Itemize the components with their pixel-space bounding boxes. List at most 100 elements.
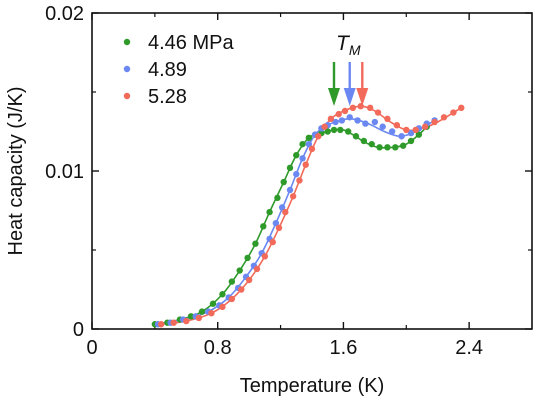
data-point-series-1 bbox=[278, 204, 286, 211]
y-tick-label: 0 bbox=[73, 319, 84, 341]
data-point-series-0 bbox=[415, 131, 423, 138]
data-point-series-2 bbox=[289, 193, 297, 200]
fit-curve-series-0 bbox=[154, 126, 428, 326]
data-point-series-2 bbox=[228, 295, 236, 303]
data-point-series-1 bbox=[338, 117, 346, 124]
data-point-series-1 bbox=[346, 114, 353, 121]
data-point-series-0 bbox=[293, 152, 300, 159]
y-axis-ticks: 0 0.01 0.02 bbox=[45, 3, 532, 341]
data-point-series-1 bbox=[305, 140, 313, 148]
data-point-series-2 bbox=[157, 321, 165, 328]
data-point-series-1 bbox=[388, 128, 396, 135]
data-point-series-0 bbox=[344, 128, 352, 135]
legend: 4.46 MPa 4.89 5.28 bbox=[123, 32, 234, 108]
data-point-series-2 bbox=[183, 317, 190, 325]
data-point-series-2 bbox=[335, 110, 342, 118]
y-axis-label: Heat capacity (J/K) bbox=[5, 87, 27, 256]
data-point-series-0 bbox=[274, 194, 281, 202]
data-point-series-2 bbox=[458, 104, 465, 112]
data-point-series-0 bbox=[299, 140, 306, 148]
x-tick-label: 1.6 bbox=[330, 337, 358, 359]
legend-label-series-2: 5.28 bbox=[148, 86, 187, 108]
legend-marker-series-2 bbox=[123, 92, 131, 100]
data-point-series-0 bbox=[266, 208, 273, 216]
data-point-series-0 bbox=[407, 137, 415, 145]
data-point-series-2 bbox=[308, 145, 316, 153]
data-point-series-2 bbox=[403, 126, 410, 134]
transition-arrows bbox=[328, 62, 369, 106]
data-point-series-1 bbox=[371, 118, 379, 126]
data-point-series-2 bbox=[253, 265, 261, 273]
data-point-series-1 bbox=[332, 118, 339, 126]
legend-marker-series-1 bbox=[123, 65, 131, 73]
data-point-series-2 bbox=[384, 115, 391, 123]
data-point-series-2 bbox=[261, 253, 269, 260]
data-point-series-0 bbox=[252, 240, 259, 247]
data-point-series-2 bbox=[421, 123, 429, 130]
data-point-series-0 bbox=[280, 178, 287, 186]
data-point-series-0 bbox=[209, 300, 217, 307]
data-point-series-2 bbox=[327, 115, 335, 123]
data-point-series-0 bbox=[244, 254, 251, 262]
data-point-series-1 bbox=[354, 117, 361, 124]
data-point-series-0 bbox=[392, 144, 399, 151]
data-point-series-0 bbox=[324, 128, 331, 135]
data-point-series-2 bbox=[296, 177, 303, 184]
data-point-series-0 bbox=[236, 267, 243, 274]
data-point-series-2 bbox=[208, 310, 215, 317]
x-axis-ticks: 0 0.8 1.6 2.4 bbox=[86, 13, 483, 359]
tm-annotation-sub: M bbox=[349, 42, 361, 58]
data-point-series-2 bbox=[412, 126, 419, 134]
tm-arrow-head-series-0 bbox=[328, 88, 340, 106]
data-point-series-1 bbox=[362, 120, 369, 127]
data-point-series-2 bbox=[170, 319, 177, 326]
tm-annotation: TM bbox=[336, 32, 361, 58]
data-point-series-2 bbox=[219, 303, 226, 311]
data-point-series-0 bbox=[376, 144, 383, 151]
x-tick-label: 0 bbox=[86, 337, 97, 359]
data-point-series-2 bbox=[302, 161, 309, 168]
legend-label-series-0: 4.46 MPa bbox=[148, 32, 234, 54]
data-point-series-1 bbox=[286, 186, 294, 194]
data-point-series-0 bbox=[187, 313, 195, 320]
data-point-series-1 bbox=[379, 123, 386, 130]
y-tick-label: 0.02 bbox=[45, 3, 84, 25]
data-point-series-2 bbox=[450, 109, 457, 116]
data-point-series-0 bbox=[198, 308, 206, 315]
data-point-series-2 bbox=[393, 121, 401, 129]
data-point-series-0 bbox=[219, 291, 226, 298]
tm-arrow-head-series-1 bbox=[343, 88, 356, 106]
tm-annotation-main: T bbox=[336, 32, 351, 55]
data-point-series-0 bbox=[384, 144, 391, 151]
data-point-series-0 bbox=[368, 140, 375, 148]
data-points bbox=[151, 103, 465, 328]
data-point-series-1 bbox=[398, 133, 405, 140]
data-point-series-2 bbox=[374, 109, 382, 116]
y-tick-label: 0.01 bbox=[45, 161, 84, 183]
x-tick-label: 0.8 bbox=[204, 337, 232, 359]
data-point-series-0 bbox=[305, 134, 313, 142]
legend-marker-series-0 bbox=[123, 38, 131, 46]
data-point-series-2 bbox=[440, 114, 448, 121]
x-axis-label: Temperature (K) bbox=[240, 375, 385, 397]
data-point-series-0 bbox=[286, 164, 294, 172]
data-point-series-1 bbox=[272, 219, 280, 227]
data-point-series-2 bbox=[275, 224, 283, 232]
data-point-series-1 bbox=[299, 155, 306, 162]
data-point-series-2 bbox=[366, 104, 374, 112]
data-point-series-2 bbox=[341, 107, 349, 115]
data-point-series-2 bbox=[269, 238, 276, 246]
tm-arrow-head-series-2 bbox=[356, 88, 369, 106]
data-point-series-2 bbox=[282, 208, 289, 216]
data-point-series-0 bbox=[399, 142, 407, 149]
data-point-series-0 bbox=[330, 126, 338, 134]
data-point-series-2 bbox=[321, 123, 328, 130]
data-point-series-2 bbox=[238, 286, 245, 293]
data-point-series-1 bbox=[407, 129, 415, 137]
fit-curve-series-1 bbox=[157, 118, 435, 326]
data-point-series-0 bbox=[337, 126, 344, 134]
data-point-series-0 bbox=[352, 133, 360, 140]
data-point-series-2 bbox=[245, 276, 253, 284]
data-point-series-1 bbox=[293, 170, 300, 178]
